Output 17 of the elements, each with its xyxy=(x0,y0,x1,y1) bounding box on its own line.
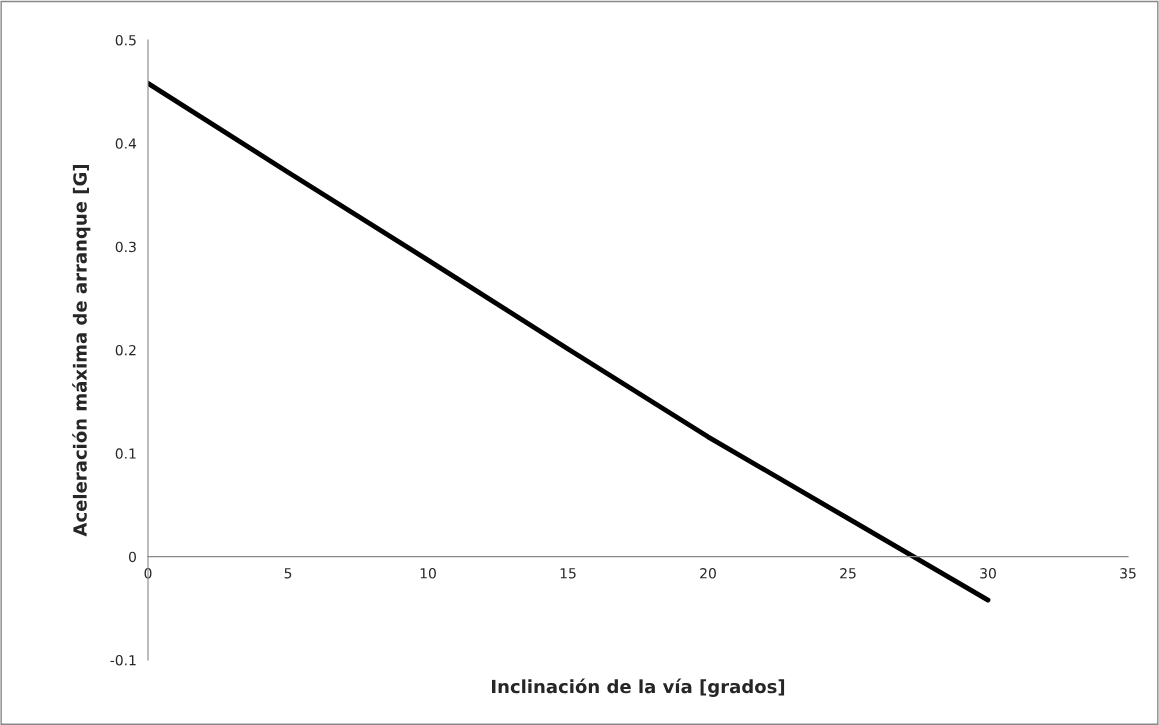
x-tick-label: 5 xyxy=(284,568,292,579)
y-tick-label: 0.5 xyxy=(115,34,136,46)
y-tick-label: 0.1 xyxy=(115,448,136,459)
y-tick-label: 0.3 xyxy=(115,241,136,253)
y-tick-label: 0 xyxy=(128,551,136,563)
x-tick-label: 35 xyxy=(1120,568,1136,579)
x-tick-label: 0 xyxy=(144,568,152,579)
x-tick-label: 25 xyxy=(840,568,856,579)
x-tick-label: 20 xyxy=(700,568,716,579)
x-tick-label: 15 xyxy=(560,568,576,579)
y-tick-label: 0.4 xyxy=(115,138,137,149)
y-tick-label: 0.2 xyxy=(115,344,136,356)
x-axis-title: Inclinación de la vía [grados] xyxy=(492,678,785,697)
x-tick-label: 30 xyxy=(980,568,996,579)
x-tick-label: 10 xyxy=(420,568,436,579)
y-tick-label: -0.1 xyxy=(110,654,136,666)
y-axis-title: Aceleración máxima de arranque [G] xyxy=(72,164,91,537)
